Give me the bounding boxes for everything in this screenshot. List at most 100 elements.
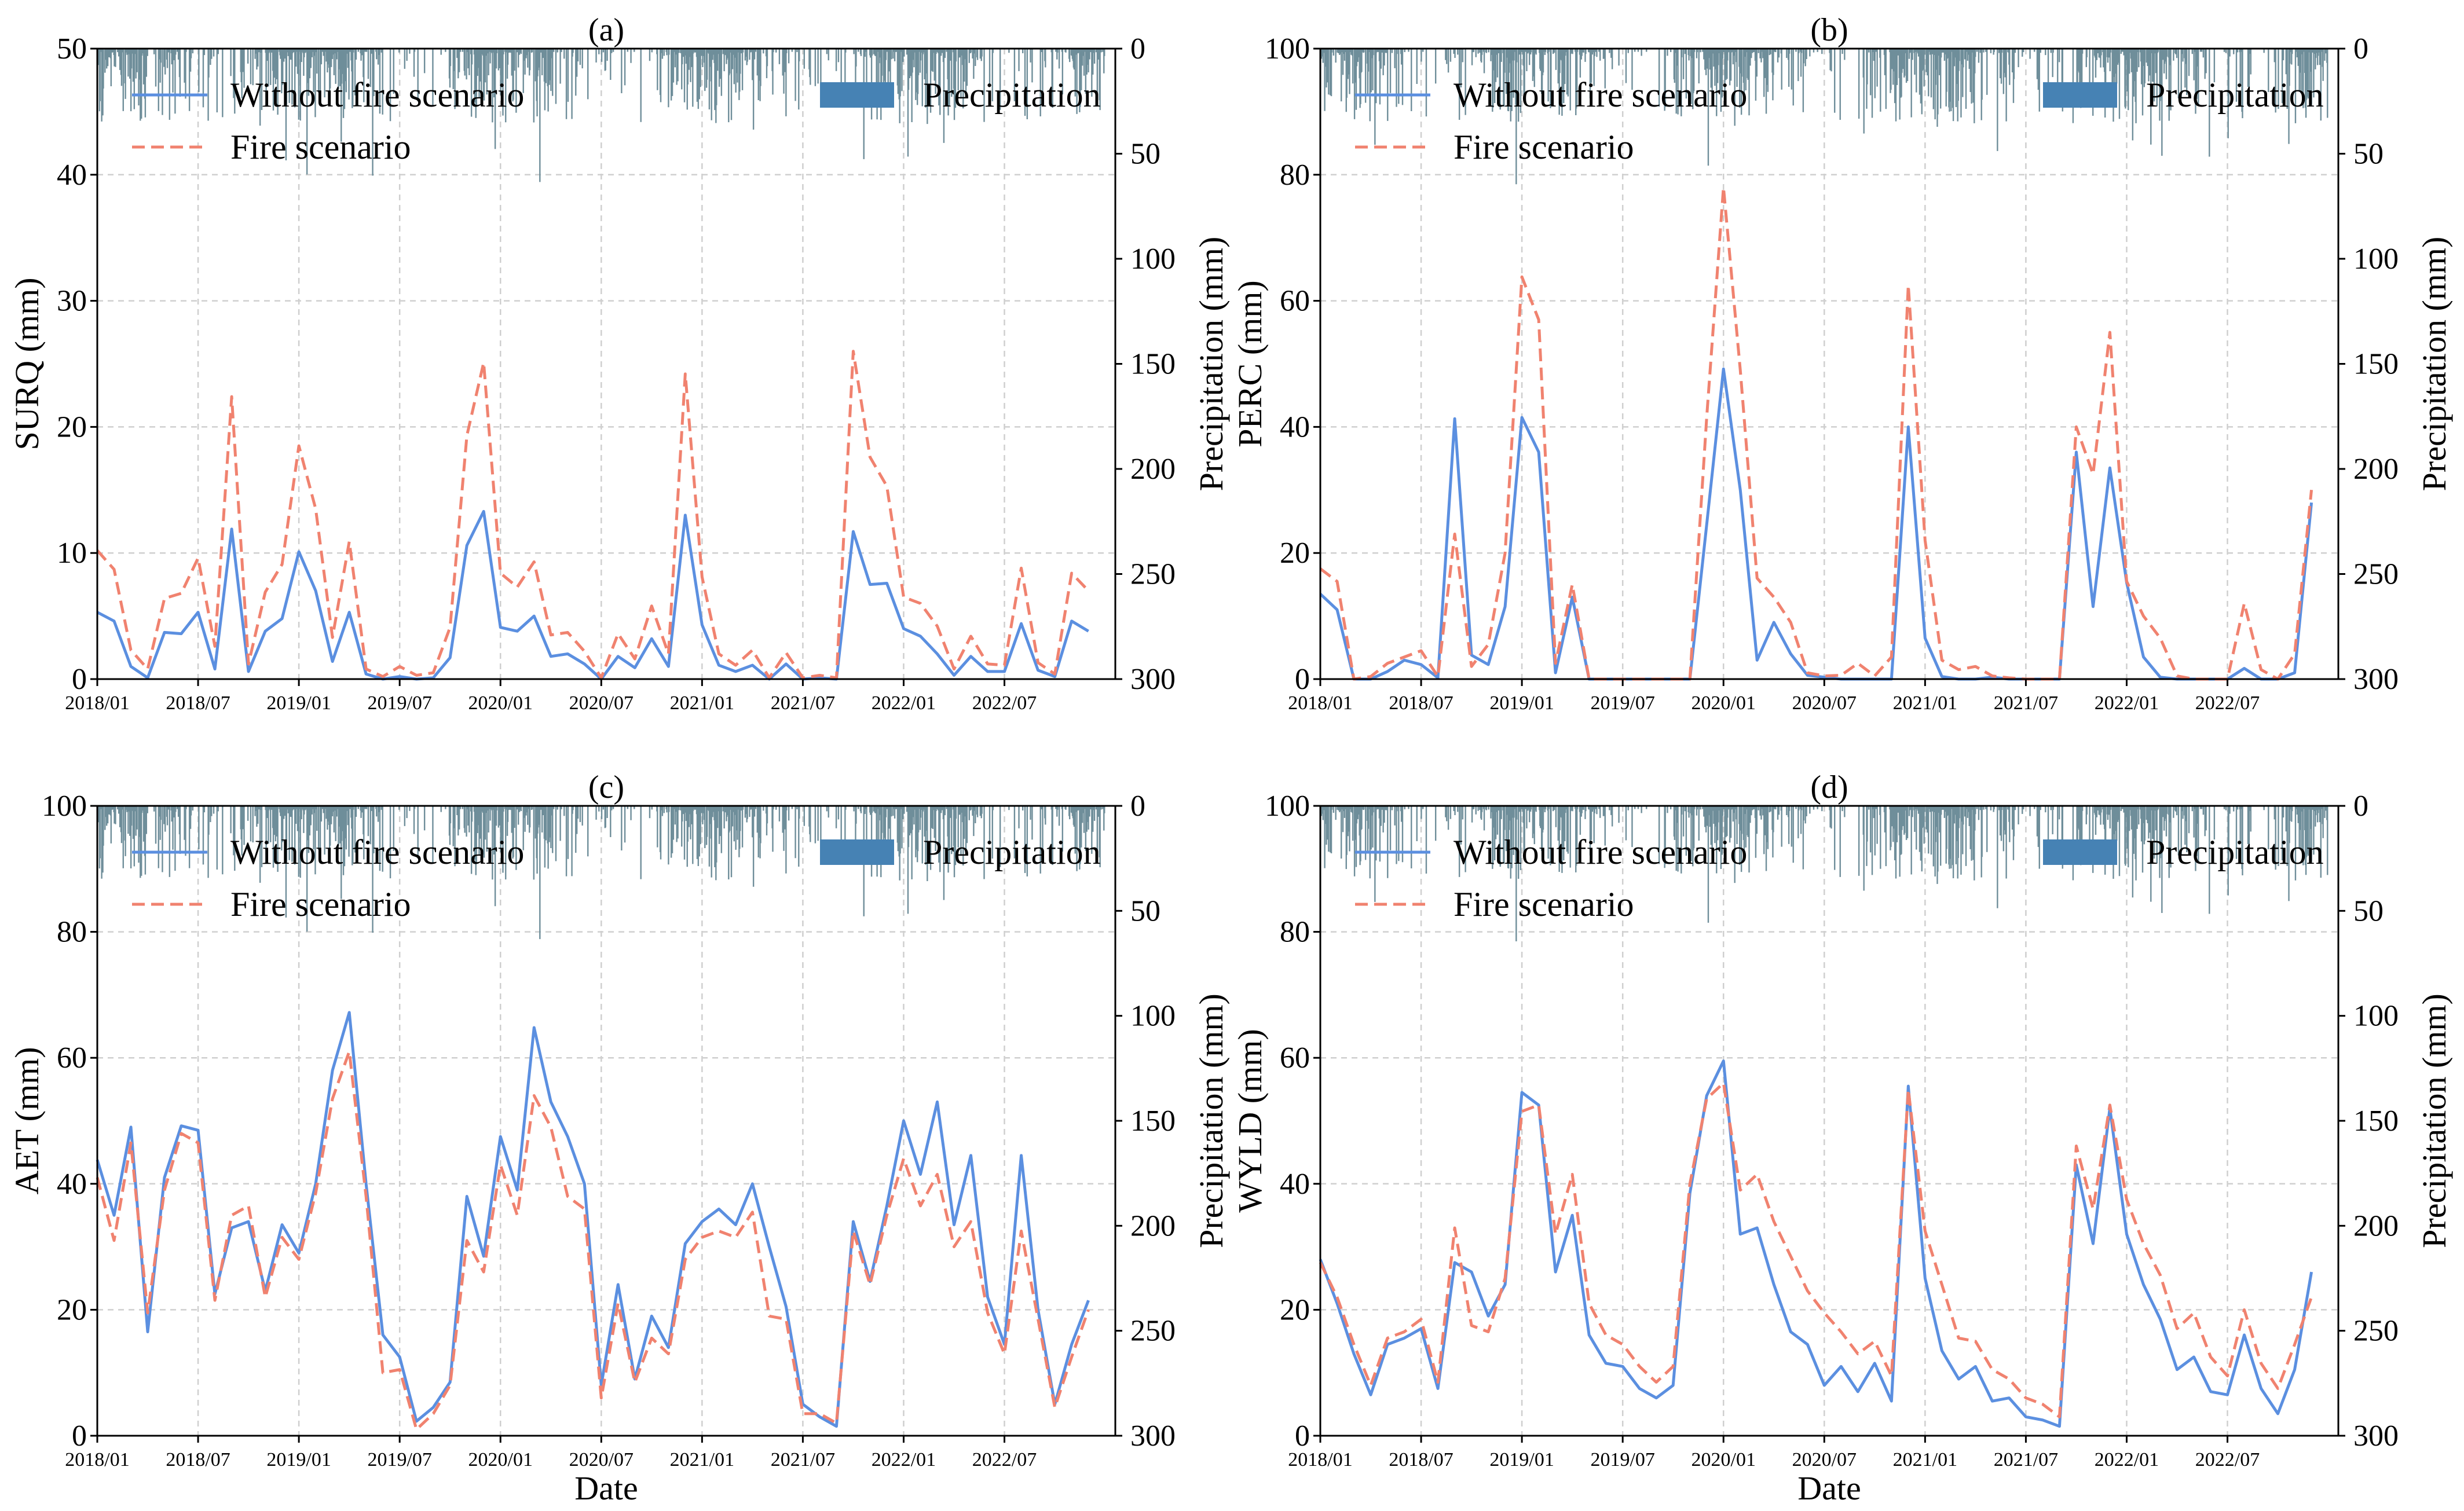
x-tick-label: 2019/07	[367, 1449, 431, 1470]
x-tick-label: 2022/01	[2095, 1449, 2159, 1470]
y-tick-label: 0	[72, 663, 87, 696]
y-axis-label: WYLD (mm)	[1231, 1029, 1269, 1212]
y2-tick-label: 100	[1130, 1000, 1176, 1033]
series-line-fire	[96, 350, 1090, 680]
y-tick-label: 100	[42, 790, 87, 823]
y-tick-label: 20	[57, 410, 87, 443]
y2-tick-label: 150	[1130, 348, 1176, 381]
x-tick-label: 2020/07	[569, 1449, 634, 1470]
x-tick-label: 2019/01	[1489, 1449, 1554, 1470]
series-line-without-fire	[1319, 367, 2313, 681]
y2-axis-label: Precipitation (mm)	[1192, 993, 1230, 1248]
x-tick-label: 2022/07	[972, 692, 1037, 714]
y2-tick-label: 300	[2353, 663, 2399, 696]
y2-tick-label: 50	[1130, 894, 1160, 927]
y2-tick-label: 0	[1130, 790, 1145, 823]
y2-tick-label: 200	[2353, 1209, 2399, 1242]
x-tick-label: 2018/07	[166, 692, 230, 714]
y2-tick-label: 150	[1130, 1105, 1176, 1138]
y2-axis-label: Precipitation (mm)	[2415, 993, 2453, 1248]
x-tick-label: 2018/01	[1288, 692, 1352, 714]
legend-label-without-fire: Without fire scenario	[230, 833, 524, 871]
legend-label-fire: Fire scenario	[1453, 885, 1634, 923]
chart-panel-b: 2018/01 2018/07 2019/01 2019/07 2020/01 2020/…	[1231, 12, 2453, 714]
y2-tick-label: 200	[2353, 453, 2399, 486]
y-tick-label: 80	[1280, 916, 1310, 949]
legend-label-precip: Precipitation	[2146, 76, 2324, 114]
legend-label-fire: Fire scenario	[1453, 128, 1634, 166]
y2-tick-label: 200	[1130, 453, 1176, 486]
x-tick-label: 2022/07	[2195, 692, 2260, 714]
y-tick-label: 50	[57, 32, 87, 65]
y-axis-label: PERC (mm)	[1231, 280, 1269, 447]
y-tick-label: 10	[57, 537, 87, 570]
series-line-fire	[1319, 186, 2313, 681]
x-tick-label: 2021/01	[1893, 1449, 1957, 1470]
precipitation-bars	[1320, 49, 2328, 185]
y2-axis-label: Precipitation (mm)	[1192, 237, 1230, 492]
x-tick-label: 2020/01	[1692, 692, 1756, 714]
y2-axis-label: Precipitation (mm)	[2415, 237, 2453, 492]
x-tick-label: 2018/07	[166, 1449, 230, 1470]
chart-panel-d: 2018/01 2018/07 2019/01 2019/07 2020/01 2020/…	[1231, 769, 2453, 1507]
y2-tick-label: 300	[1130, 1420, 1176, 1453]
x-tick-label: 2022/01	[872, 1449, 936, 1470]
y-tick-label: 0	[1295, 663, 1310, 696]
series-line-without-fire	[96, 1011, 1090, 1428]
x-tick-label: 2018/01	[1288, 1449, 1352, 1470]
legend-swatch-precip	[2043, 839, 2117, 865]
x-axis-label: Date	[1797, 1469, 1861, 1507]
x-tick-label: 2020/01	[468, 692, 533, 714]
x-axis-label: Date	[574, 1469, 638, 1507]
x-tick-label: 2022/01	[872, 692, 936, 714]
legend-label-fire: Fire scenario	[230, 885, 411, 923]
precipitation-bars	[1320, 806, 2328, 941]
chart-panel-a: 2018/01 2018/07 2019/01 2019/07 2020/01 2020/…	[8, 12, 1230, 714]
legend-label-precip: Precipitation	[923, 76, 1101, 114]
legend-precip: Precipitation	[2043, 76, 2324, 114]
y2-tick-label: 0	[2353, 790, 2368, 823]
y2-tick-label: 250	[1130, 558, 1176, 591]
panel-title: (b)	[1810, 12, 1848, 48]
y2-tick-label: 300	[1130, 663, 1176, 696]
legend-lines: Without fire scenario Fire scenario	[132, 833, 524, 923]
y-tick-label: 40	[57, 1168, 87, 1201]
x-tick-label: 2021/07	[1994, 692, 2058, 714]
y-tick-label: 100	[1265, 790, 1310, 823]
y-tick-label: 80	[1280, 159, 1310, 192]
y-tick-label: 30	[57, 285, 87, 318]
x-tick-label: 2020/07	[569, 692, 634, 714]
x-tick-label: 2019/01	[1489, 692, 1554, 714]
x-tick-label: 2021/01	[670, 1449, 734, 1470]
legend-label-without-fire: Without fire scenario	[230, 76, 524, 114]
y-tick-label: 40	[1280, 1168, 1310, 1201]
series-line-fire	[1319, 1081, 2313, 1418]
y-tick-label: 20	[1280, 1293, 1310, 1326]
x-tick-label: 2020/07	[1792, 1449, 1857, 1470]
legend-lines: Without fire scenario Fire scenario	[1355, 76, 1747, 166]
legend-label-without-fire: Without fire scenario	[1453, 833, 1747, 871]
y-tick-label: 100	[1265, 32, 1310, 65]
x-tick-label: 2021/07	[771, 1449, 835, 1470]
series-line-without-fire	[96, 509, 1089, 681]
y-tick-label: 40	[1280, 410, 1310, 443]
panel-title: (a)	[588, 12, 624, 48]
y2-tick-label: 150	[2353, 1105, 2399, 1138]
legend-precip: Precipitation	[820, 833, 1101, 871]
x-tick-label: 2018/01	[65, 1449, 129, 1470]
x-tick-label: 2021/01	[670, 692, 734, 714]
y-tick-label: 40	[57, 159, 87, 192]
x-tick-label: 2020/01	[1692, 1449, 1756, 1470]
x-tick-label: 2019/01	[266, 692, 331, 714]
precipitation-bars	[97, 806, 1105, 940]
legend-swatch-precip	[820, 82, 894, 108]
y-tick-label: 60	[1280, 285, 1310, 318]
y2-tick-label: 0	[1130, 32, 1145, 65]
legend-lines: Without fire scenario Fire scenario	[1355, 833, 1747, 923]
y2-tick-label: 250	[1130, 1315, 1176, 1348]
legend-swatch-precip	[820, 839, 894, 865]
x-tick-label: 2019/01	[266, 1449, 331, 1470]
y2-tick-label: 250	[2353, 558, 2399, 591]
